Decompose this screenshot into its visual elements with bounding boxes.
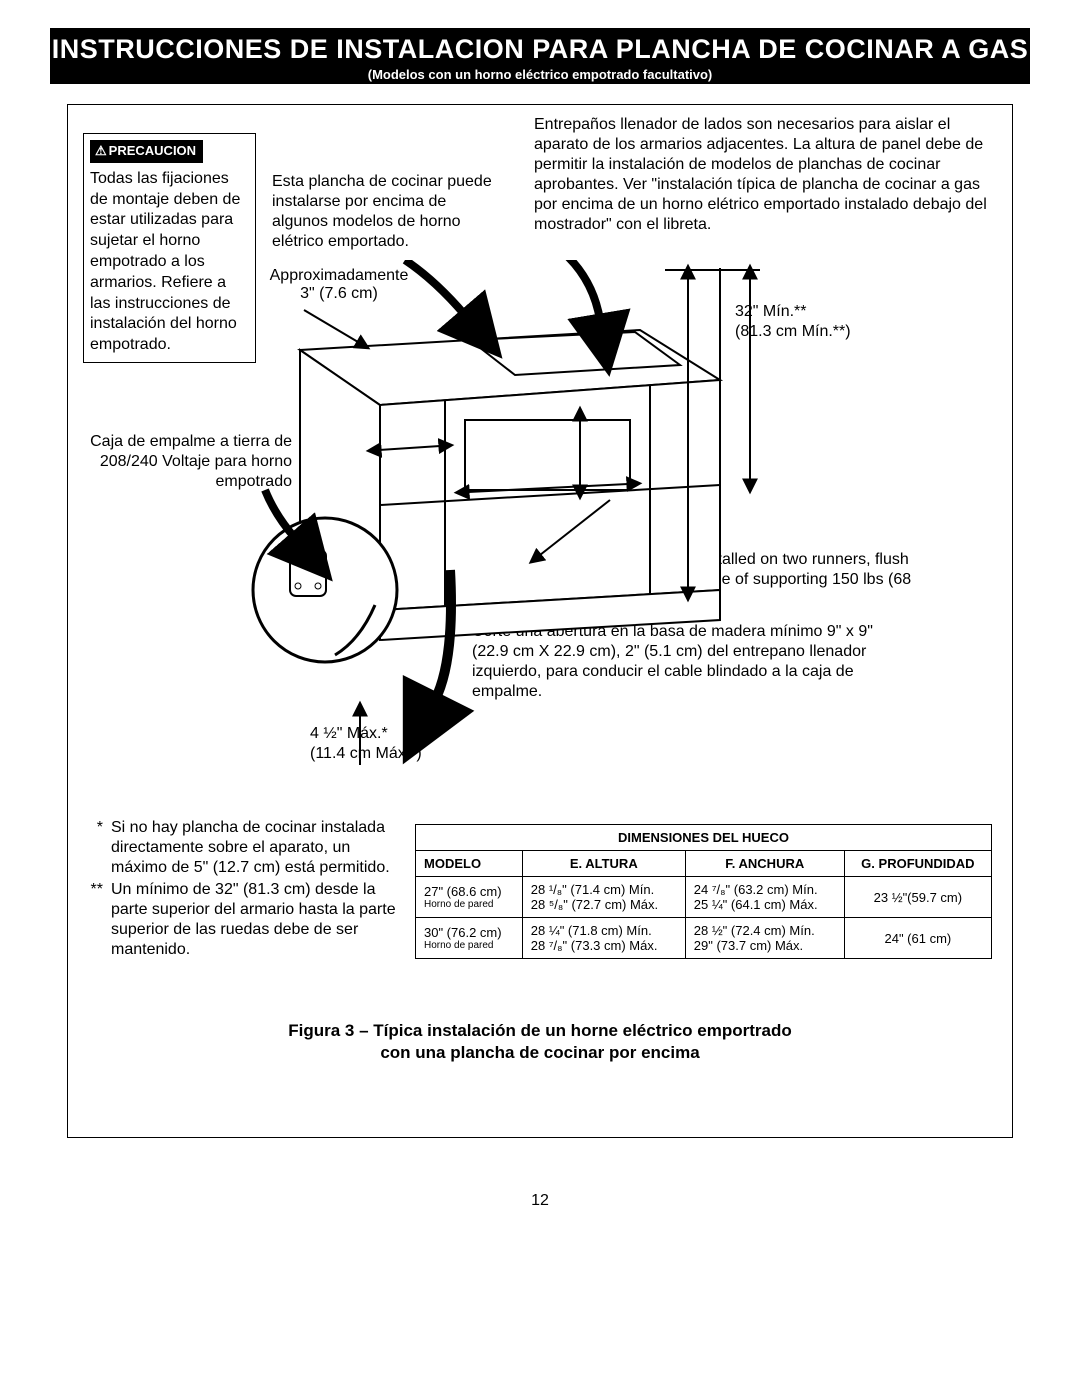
table-row: MODELO E. ALTURA F. ANCHURA G. PROFUNDID… bbox=[416, 851, 992, 877]
page-number: 12 bbox=[0, 1192, 1080, 1210]
callout-text: Entrepaños llenador de lados son necesar… bbox=[534, 115, 994, 235]
cell-f: 24 ⁷/₈" (63.2 cm) Mín.25 ¼" (64.1 cm) Má… bbox=[685, 877, 844, 918]
cell-model: 30" (76.2 cm)Horno de pared bbox=[416, 918, 523, 959]
page-title: INSTRUCCIONES DE INSTALACION PARA PLANCH… bbox=[50, 34, 1030, 65]
footnote-text: Si no hay plancha de cocinar instalada d… bbox=[111, 818, 408, 878]
caution-badge: ⚠PRECAUCION bbox=[90, 140, 203, 163]
cell-g: 23 ½"(59.7 cm) bbox=[844, 877, 991, 918]
cell-g: 24" (61 cm) bbox=[844, 918, 991, 959]
caution-label: PRECAUCION bbox=[109, 143, 196, 158]
page-subtitle: (Modelos con un horno eléctrico empotrad… bbox=[50, 67, 1030, 82]
caution-box: ⚠PRECAUCION Todas las fijaciones de mont… bbox=[83, 133, 256, 363]
dimensions-table: DIMENSIONES DEL HUECO MODELO E. ALTURA F… bbox=[415, 824, 992, 959]
cell-f: 28 ½" (72.4 cm) Mín.29" (73.7 cm) Máx. bbox=[685, 918, 844, 959]
col-f: F. ANCHURA bbox=[685, 851, 844, 877]
cell-model: 27" (68.6 cm)Horno de pared bbox=[416, 877, 523, 918]
col-model: MODELO bbox=[416, 851, 523, 877]
table-row: 27" (68.6 cm)Horno de pared 28 ¹/₈" (71.… bbox=[416, 877, 992, 918]
table-row: 30" (76.2 cm)Horno de pared 28 ¼" (71.8 … bbox=[416, 918, 992, 959]
warning-icon: ⚠ bbox=[95, 143, 107, 158]
footnotes: * Si no hay plancha de cocinar instalada… bbox=[83, 818, 408, 962]
header-band: INSTRUCCIONES DE INSTALACION PARA PLANCH… bbox=[50, 28, 1030, 84]
callout-text: Esta plancha de cocinar puede instalarse… bbox=[272, 172, 502, 252]
table-row: DIMENSIONES DEL HUECO bbox=[416, 825, 992, 851]
cell-e: 28 ¹/₈" (71.4 cm) Mín.28 ⁵/₈" (72.7 cm) … bbox=[522, 877, 685, 918]
caution-text: Todas las fijaciones de montaje deben de… bbox=[90, 169, 249, 356]
footnote-marker: ** bbox=[83, 880, 111, 960]
footnote-marker: * bbox=[83, 818, 111, 878]
figure-caption: Figura 3 – Típica instalación de un horn… bbox=[0, 1020, 1080, 1064]
col-e: E. ALTURA bbox=[522, 851, 685, 877]
col-g: G. PROFUNDIDAD bbox=[844, 851, 991, 877]
cell-e: 28 ¼" (71.8 cm) Mín.28 ⁷/₈" (73.3 cm) Má… bbox=[522, 918, 685, 959]
footnote-text: Un mínimo de 32" (81.3 cm) desde la part… bbox=[111, 880, 408, 960]
installation-diagram bbox=[240, 260, 840, 780]
table-title: DIMENSIONES DEL HUECO bbox=[416, 825, 992, 851]
